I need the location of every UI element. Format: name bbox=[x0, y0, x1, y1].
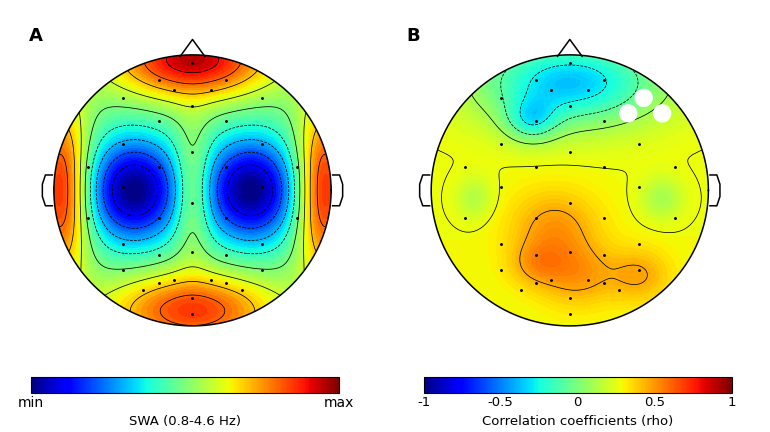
Text: A: A bbox=[29, 27, 43, 45]
Circle shape bbox=[635, 89, 652, 106]
Text: Correlation coefficients (rho): Correlation coefficients (rho) bbox=[482, 415, 673, 428]
Circle shape bbox=[654, 105, 671, 122]
Text: SWA (0.8-4.6 Hz): SWA (0.8-4.6 Hz) bbox=[129, 415, 241, 428]
Circle shape bbox=[620, 105, 637, 122]
Text: B: B bbox=[407, 27, 420, 45]
